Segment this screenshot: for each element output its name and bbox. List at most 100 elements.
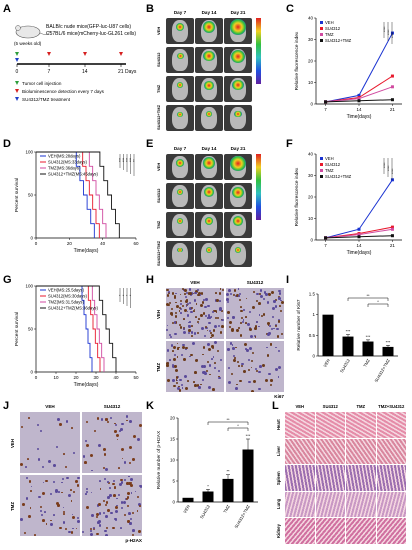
stained-nucleus <box>191 341 195 346</box>
sig-bracket <box>347 297 389 301</box>
sig-star: *** <box>119 157 123 162</box>
x-tick-label: TMZ <box>222 504 231 514</box>
stained-nucleus <box>130 492 133 495</box>
stained-nucleus <box>173 296 177 299</box>
legend-marker <box>320 163 323 166</box>
stained-nucleus <box>136 510 139 513</box>
stained-nucleus <box>212 310 216 313</box>
stained-nucleus <box>170 307 174 311</box>
stained-nucleus <box>248 346 252 350</box>
stained-nucleus <box>108 482 111 485</box>
tissue-image <box>315 518 345 544</box>
ihc-column-label: SU4312 <box>103 404 121 409</box>
stained-nucleus <box>139 505 142 508</box>
stained-nucleus <box>185 299 188 301</box>
x-tick-label: 7 <box>324 243 327 248</box>
stained-nucleus <box>248 311 252 314</box>
stained-nucleus <box>29 506 32 509</box>
stained-nucleus <box>61 491 64 494</box>
stained-nucleus <box>98 524 101 527</box>
stained-nucleus <box>219 288 222 291</box>
stained-nucleus <box>269 343 273 346</box>
stained-nucleus <box>180 384 184 387</box>
stained-nucleus <box>203 305 207 309</box>
mouse-image-b <box>224 18 252 44</box>
mouse-body <box>172 156 188 178</box>
legend-marker <box>320 27 323 30</box>
stained-nucleus <box>239 334 243 337</box>
imaging-grid-e: Day 7 Day 14 Day 21 VEH SU4312 TMZ SU4312+TMZ <box>156 146 282 271</box>
sig-star: * <box>129 294 133 296</box>
stained-nucleus <box>28 515 32 518</box>
stained-nucleus <box>53 480 56 484</box>
bioluminescence-signal <box>176 82 184 88</box>
stained-nucleus <box>173 358 177 361</box>
stained-nucleus <box>194 384 197 387</box>
stained-nucleus <box>245 297 248 300</box>
stained-nucleus <box>99 488 102 490</box>
stained-nucleus <box>38 495 41 499</box>
stained-nucleus <box>124 513 126 516</box>
stained-nucleus <box>255 370 258 373</box>
stained-nucleus <box>232 354 236 357</box>
bioluminescence-signal <box>232 216 244 226</box>
stained-nucleus <box>241 316 244 320</box>
stained-nucleus <box>248 368 251 371</box>
stained-nucleus <box>207 313 211 317</box>
stained-nucleus <box>115 505 118 509</box>
y-tick-label: 0 <box>30 236 33 241</box>
bioluminescence-signal <box>176 52 184 60</box>
bioluminescence-signal <box>232 186 244 198</box>
stained-nucleus <box>241 362 244 366</box>
bioluminescence-signal <box>176 218 184 224</box>
stained-nucleus <box>107 481 109 483</box>
stained-nucleus <box>72 527 74 530</box>
stained-nucleus <box>54 489 58 493</box>
stained-nucleus <box>277 349 281 353</box>
injection-marker <box>15 52 19 56</box>
stained-nucleus <box>266 301 269 304</box>
bioluminescence-signal <box>229 19 247 35</box>
stained-nucleus <box>217 324 220 328</box>
stained-nucleus <box>269 383 273 387</box>
y-tick-label: 30 <box>308 37 314 42</box>
stained-nucleus <box>190 292 194 295</box>
stained-nucleus <box>245 322 247 324</box>
stained-nucleus <box>96 512 99 516</box>
stained-nucleus <box>218 377 221 380</box>
data-point <box>324 236 328 240</box>
mouse-body <box>172 214 188 236</box>
stained-nucleus <box>128 482 132 486</box>
stained-nucleus <box>244 343 248 347</box>
stained-nucleus <box>281 300 284 305</box>
stained-nucleus <box>90 491 93 494</box>
stained-nucleus <box>259 364 263 368</box>
stained-nucleus <box>127 520 130 523</box>
bioluminescence-signal <box>176 159 184 167</box>
stained-nucleus <box>187 332 190 335</box>
stained-nucleus <box>210 316 213 318</box>
legend-label: VEH(MS:28days) <box>48 154 81 159</box>
stained-nucleus <box>170 335 173 338</box>
stained-nucleus <box>252 352 255 355</box>
stained-nucleus <box>85 420 89 424</box>
stained-nucleus <box>45 523 48 525</box>
ihc-row-label: TMZ <box>10 500 15 511</box>
bar <box>222 478 234 502</box>
stained-nucleus <box>112 494 116 498</box>
stained-nucleus <box>220 331 223 334</box>
schema-line-2: C57BL/6 mice(mCherry-luc-GL261 cells) <box>46 31 136 37</box>
days-label: Days <box>125 69 137 75</box>
stained-nucleus <box>169 359 171 361</box>
stained-nucleus <box>96 515 99 518</box>
day-label-e: Day 14 <box>201 146 217 151</box>
stained-nucleus <box>237 364 240 367</box>
stained-nucleus <box>232 347 235 350</box>
stained-nucleus <box>126 482 129 485</box>
stained-nucleus <box>267 321 270 325</box>
sig-star: * <box>126 294 130 296</box>
tissue-image <box>346 438 376 464</box>
stained-nucleus <box>205 315 208 318</box>
stained-nucleus <box>245 316 247 318</box>
sig-star: **** <box>383 26 387 32</box>
